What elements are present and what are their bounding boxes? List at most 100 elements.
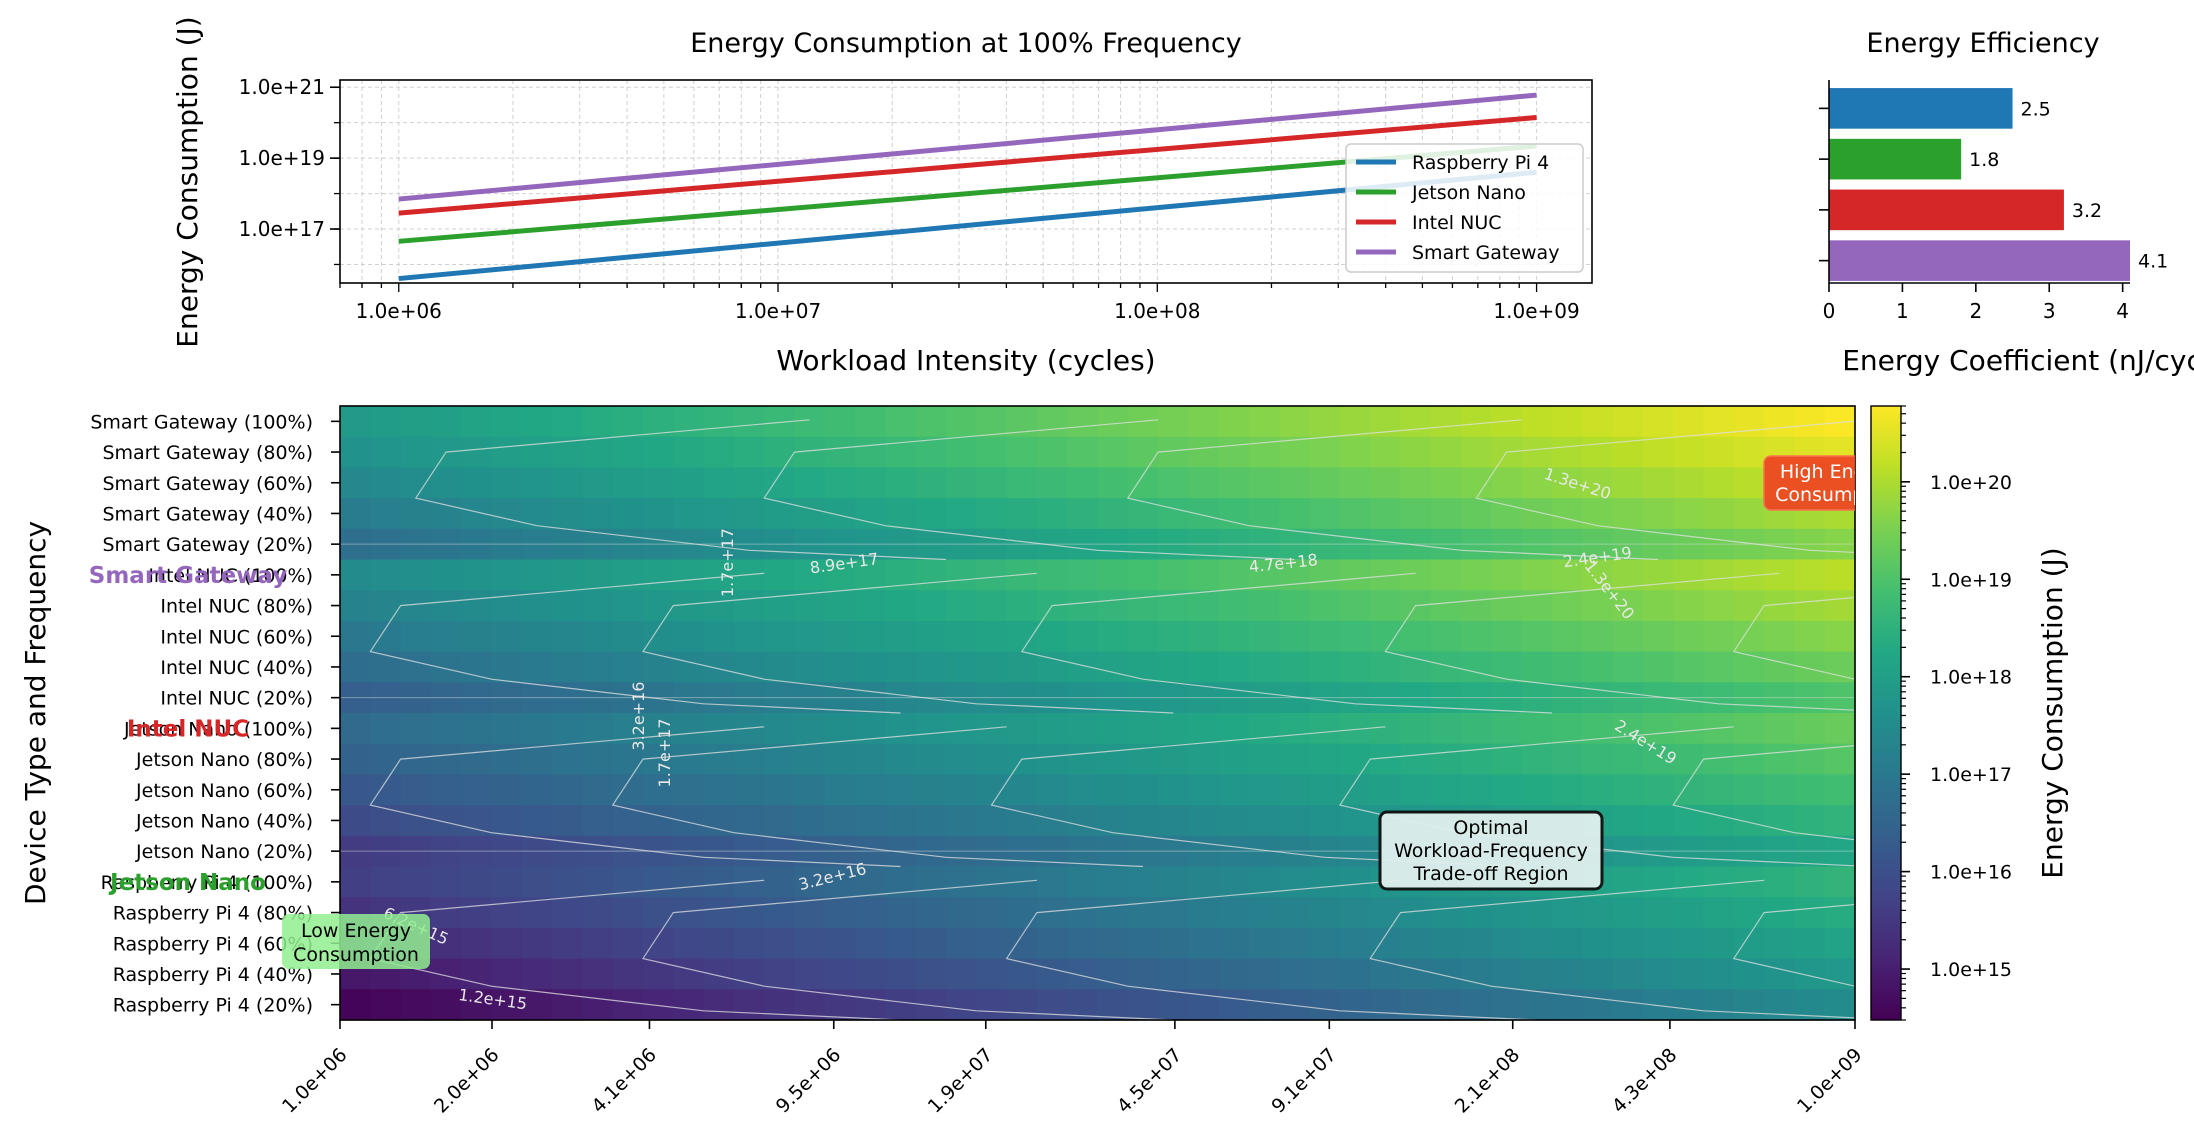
heatmap-cell: [915, 743, 947, 775]
heatmap-cell: [855, 682, 886, 714]
heatmap-cell: [1552, 406, 1583, 438]
heatmap-ytick-label: Intel NUC (20%): [160, 688, 313, 710]
heatmap-cell: [1127, 467, 1159, 499]
heatmap-cell: [552, 590, 583, 622]
heatmap-cell: [1612, 620, 1644, 653]
heatmap-cell: [370, 406, 402, 438]
heatmap-cell: [1036, 713, 1068, 745]
heatmap-cell: [885, 528, 917, 561]
heatmap-cell: [1733, 406, 1765, 438]
heatmap-cell: [1279, 528, 1311, 561]
heatmap-cell: [1339, 927, 1371, 960]
heatmap-cell: [764, 559, 796, 591]
colorbar-ticks: 1.0e+15 1.0e+16 1.0e+17 1.0e+18 1.0e+19 1.0e+…: [1901, 405, 2012, 1021]
heatmap-cell: [643, 805, 674, 837]
low-energy-box: [282, 914, 430, 969]
heatmap-cell: [764, 498, 796, 530]
heatmap-cell: [1158, 498, 1189, 530]
heatmap-cell: [1642, 897, 1674, 929]
heatmap-cell: [855, 989, 886, 1021]
heatmap-cell: [673, 498, 705, 530]
heatmap-cell: [521, 406, 553, 438]
heatmap-cell: [1794, 927, 1826, 960]
heatmap-cell: [946, 897, 977, 929]
heatmap-cell: [1249, 467, 1280, 499]
heatmap-cell: [703, 682, 735, 714]
heatmap-cell: [370, 774, 402, 806]
heatmap-cell: [1400, 682, 1432, 714]
heatmap-cell: [946, 620, 977, 653]
heatmap-cell: [1339, 467, 1371, 499]
heatmap-cell: [1339, 989, 1371, 1021]
heatmap-cell: [1461, 897, 1492, 929]
heatmap-cell: [1127, 958, 1159, 990]
heatmap-cell: [1703, 805, 1735, 837]
heatmap-cell: [1067, 713, 1099, 745]
heatmap-cell: [855, 651, 886, 683]
heatmap-cell: [1067, 927, 1099, 960]
heatmap-cell: [1309, 406, 1341, 438]
heatmap-cell: [461, 835, 493, 868]
heatmap-cell: [976, 528, 1008, 561]
heatmap-cell: [643, 436, 674, 468]
heatmap-cell: [1673, 651, 1705, 683]
heatmap-xtick-label: 2.1e+08: [1451, 1044, 1525, 1118]
heatmap-cell: [794, 528, 826, 561]
heatmap-cell: [612, 989, 644, 1021]
heatmap-cell: [1673, 467, 1705, 499]
heatmap-cell: [1188, 559, 1220, 591]
heatmap-cell: [824, 406, 856, 438]
heatmap-xtick-label: 9.1e+07: [1267, 1044, 1341, 1118]
heatmap-cell: [1642, 406, 1674, 438]
heatmap-cell: [521, 989, 553, 1021]
bar-value-label: 1.8: [1969, 149, 1999, 171]
heatmap-cell: [1521, 958, 1553, 990]
heatmap-cell: [1036, 927, 1068, 960]
heatmap-cell: [1521, 406, 1553, 438]
heatmap-cell: [794, 590, 826, 622]
heatmap-cell: [461, 590, 493, 622]
heatmap-cell: [1703, 559, 1735, 591]
heatmap-cell: [400, 436, 432, 468]
heatmap-cell: [733, 590, 765, 622]
bar-chart-xlabel: Energy Coefficient (nJ/cycle): [1842, 344, 2194, 377]
heatmap-cell: [794, 866, 826, 898]
heatmap-cell: [461, 743, 493, 775]
heatmap-cell: [1339, 743, 1371, 775]
heatmap-cell: [1824, 743, 1856, 775]
heatmap-cell: [703, 743, 735, 775]
heatmap-cell: [1491, 989, 1523, 1021]
heatmap-cell: [1612, 682, 1644, 714]
heatmap-cell: [1582, 743, 1614, 775]
heatmap-cell: [1309, 927, 1341, 960]
heatmap-cell: [612, 927, 644, 960]
heatmap-cell: [612, 897, 644, 929]
heatmap-cell: [340, 436, 371, 468]
heatmap-ytick-label: Raspberry Pi 4 (40%): [113, 964, 313, 986]
heatmap-cell: [1612, 528, 1644, 561]
line-chart-xtick-label: 1.0e+08: [1114, 299, 1200, 323]
heatmap-cell: [1067, 866, 1099, 898]
heatmap-cell: [1521, 743, 1553, 775]
heatmap-cell: [1006, 528, 1038, 561]
heatmap-cell: [1673, 436, 1705, 468]
heatmap-cell: [1521, 467, 1553, 499]
heatmap-cell: [1006, 897, 1038, 929]
heatmap-cell: [1158, 774, 1189, 806]
heatmap-xtick-label: 4.3e+08: [1608, 1044, 1682, 1118]
heatmap-cell: [430, 805, 462, 837]
heatmap-cell: [1036, 436, 1068, 468]
heatmap-cell: [1582, 498, 1614, 530]
heatmap-cell: [1067, 774, 1099, 806]
heatmap-cell: [1097, 436, 1129, 468]
heatmap-cell: [1249, 958, 1280, 990]
heatmap-cell: [1097, 835, 1129, 868]
heatmap-cell: [976, 682, 1008, 714]
heatmap-cell: [915, 835, 947, 868]
heatmap-cell: [612, 835, 644, 868]
heatmap-cell: [1764, 406, 1795, 438]
heatmap-cell: [733, 989, 765, 1021]
heatmap-cell: [703, 897, 735, 929]
heatmap-cell: [582, 436, 614, 468]
heatmap-cell: [1703, 835, 1735, 868]
